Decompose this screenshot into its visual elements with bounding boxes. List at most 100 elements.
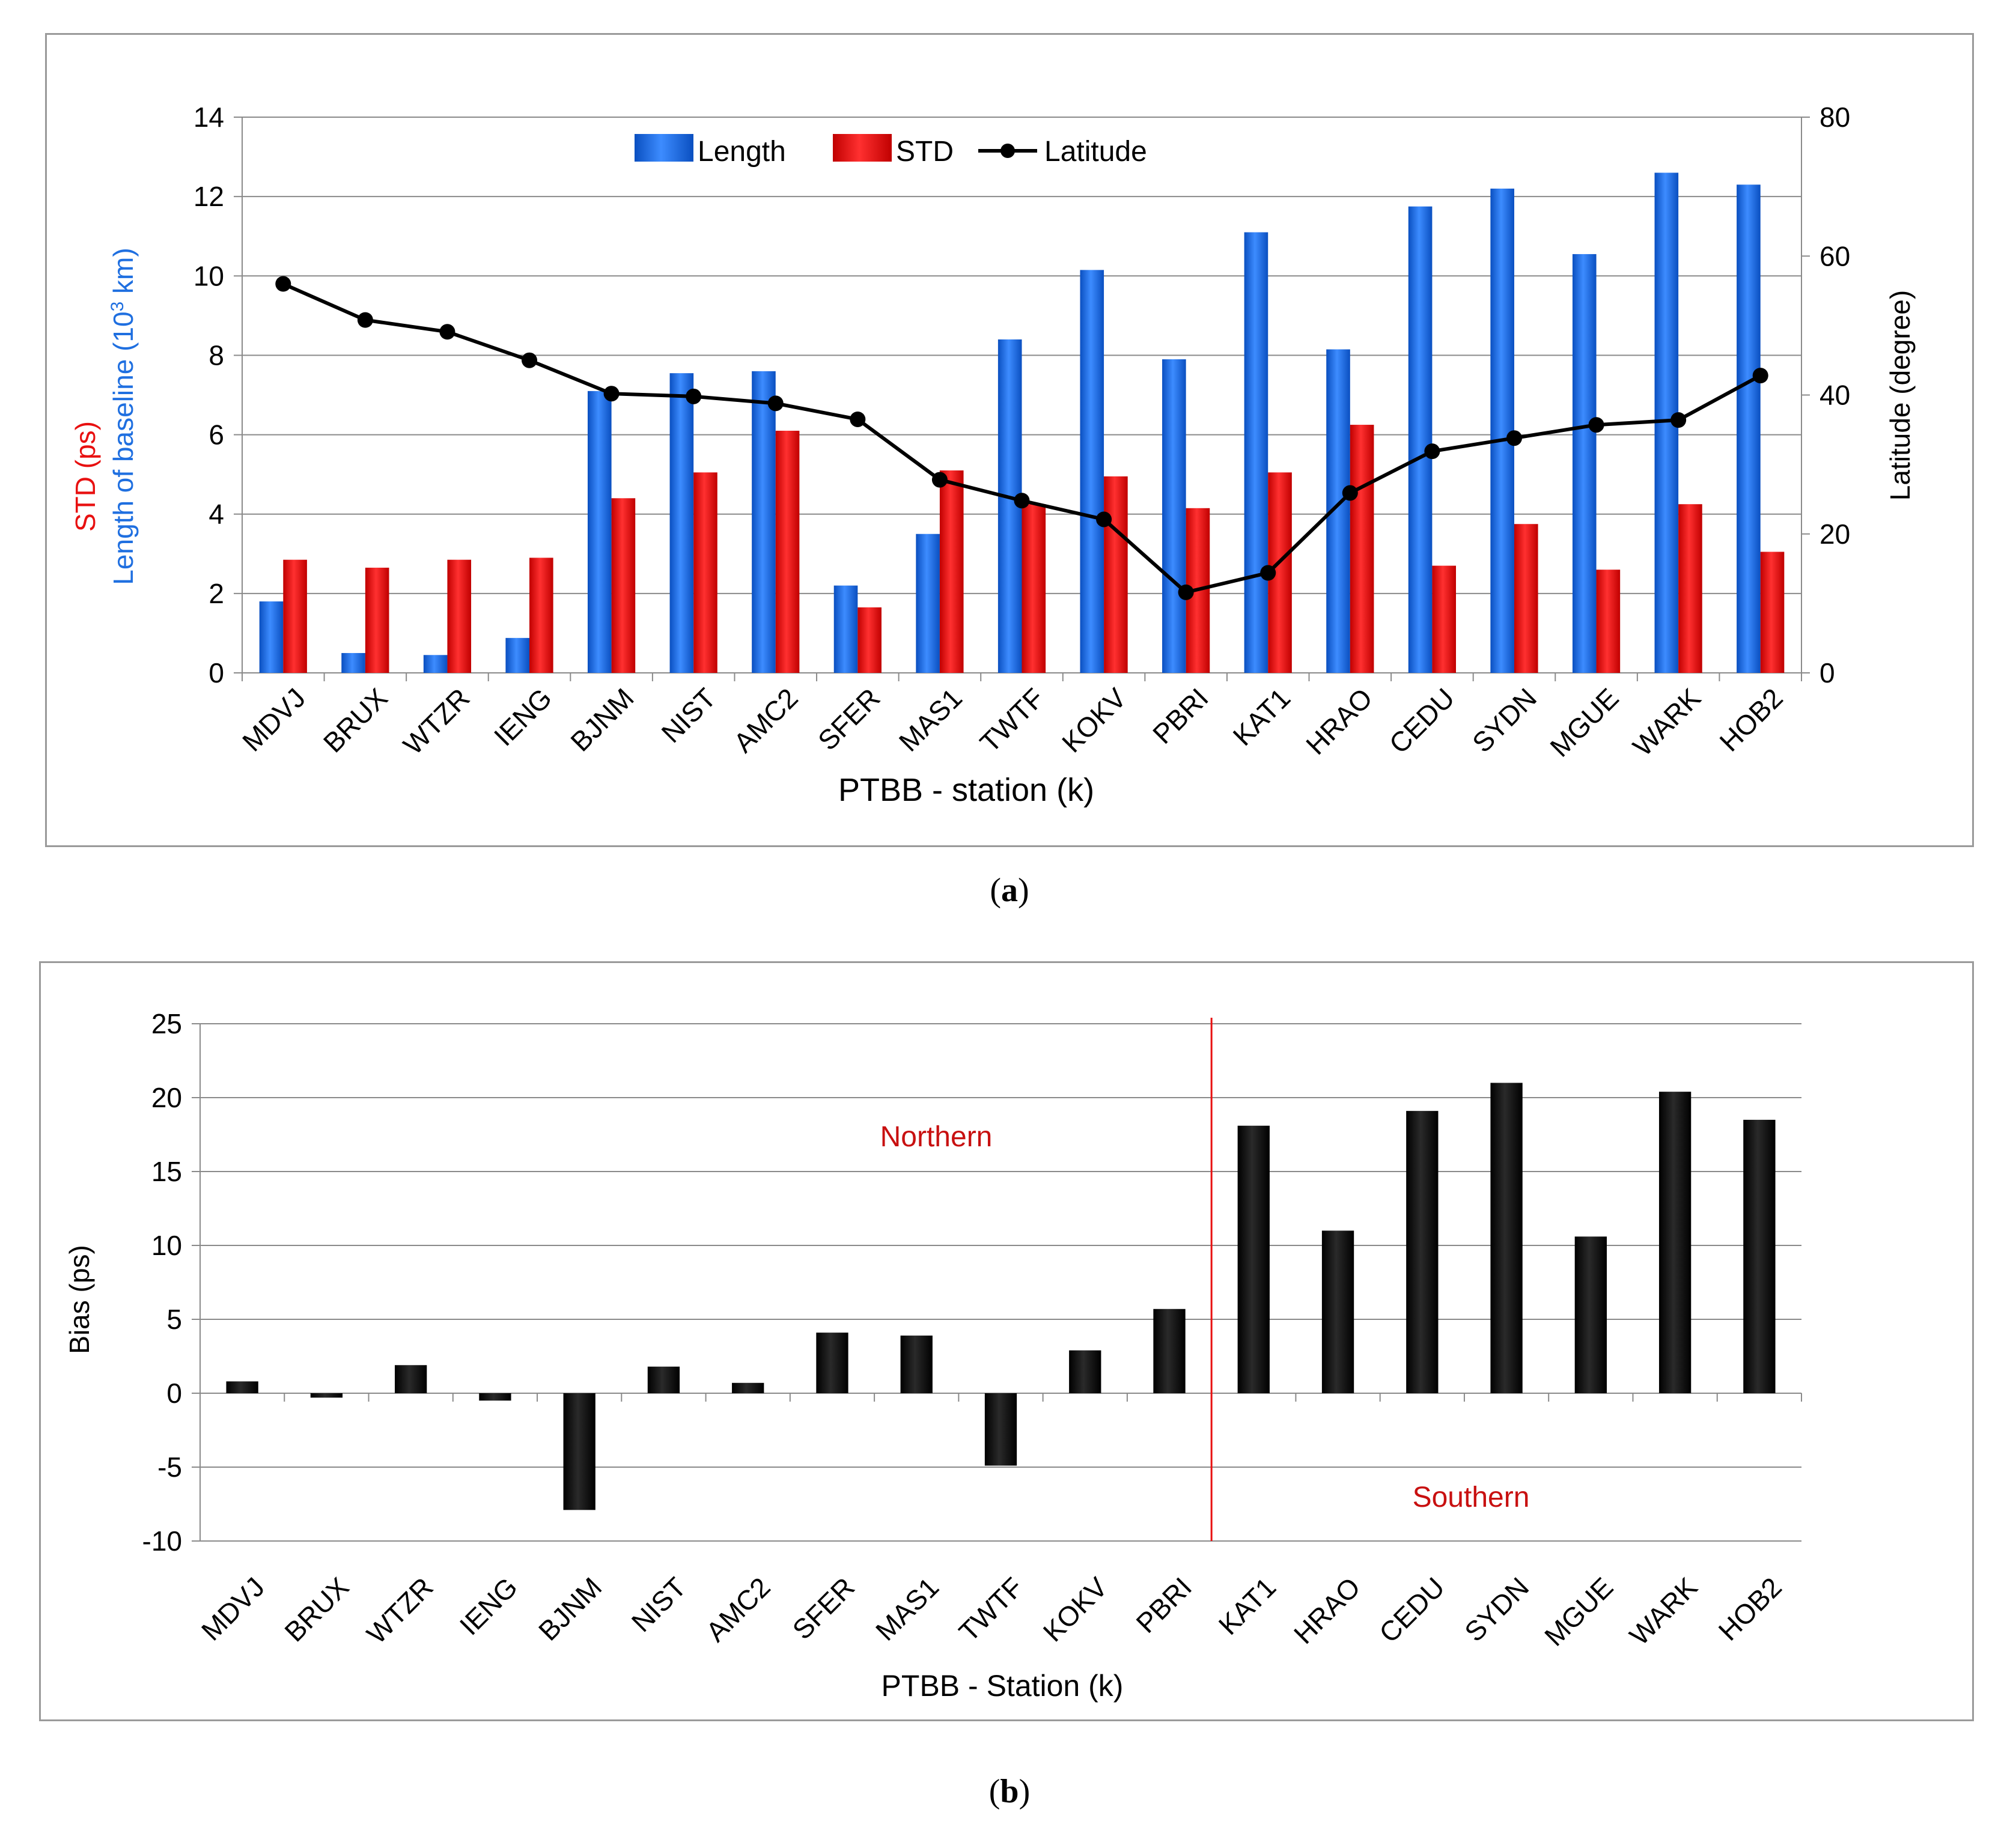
bar-std-ieng (529, 558, 553, 673)
x-tick-label: MGUE (1538, 1571, 1619, 1652)
x-tick-label: CEDU (1373, 1571, 1451, 1649)
latitude-point-wtzr (439, 324, 455, 340)
x-axis-title: PTBB - Station (k) (882, 1669, 1124, 1703)
x-tick-label: WTZR (397, 682, 476, 761)
legend-label-std: STD (896, 136, 954, 168)
legend-label-length: Length (698, 136, 786, 168)
y-tick-label: 6 (209, 419, 224, 451)
bar-std-hrao (1350, 425, 1374, 673)
latitude-point-bjnm (603, 386, 620, 402)
latitude-point-sydn (1506, 430, 1522, 446)
x-tick-label: HOB2 (1713, 1571, 1788, 1646)
bar-length-sydn (1490, 188, 1514, 673)
x-tick-label: HRAO (1300, 682, 1378, 761)
y-tick-label: -10 (142, 1525, 182, 1557)
x-tick-label: TWTF (952, 1571, 1029, 1647)
x-tick-label: KAT1 (1213, 1571, 1282, 1641)
chart-panel-a: 0 2 4 6 8 10 12 14 0 20 40 60 80 MDVJ BRUX WTZR IENG BJNM… (45, 33, 1974, 847)
y2-axis-title: Latitude (degree) (1884, 290, 1916, 500)
bar-bias-ieng (479, 1393, 511, 1401)
latitude-point-hob2 (1752, 368, 1768, 384)
bar-bias-nist (647, 1366, 680, 1393)
bar-bias-mgue (1574, 1236, 1607, 1393)
x-tick-label: WARK (1627, 682, 1707, 762)
y-tick-label: 10 (151, 1230, 182, 1261)
bar-std-mdvj (283, 559, 307, 673)
bar-length-wtzr (423, 655, 448, 673)
y2-tick-label: 40 (1820, 380, 1850, 411)
latitude-point-hrao (1342, 485, 1358, 501)
x-tick-label: MGUE (1544, 682, 1624, 762)
latitude-point-ieng (522, 352, 538, 368)
bar-std-sydn (1514, 524, 1538, 673)
latitude-point-twtf (1014, 493, 1030, 509)
x-tick-label: KAT1 (1227, 682, 1297, 752)
latitude-point-nist (686, 388, 702, 404)
y-tick-label: 14 (193, 102, 224, 133)
x-tick-label: KOKV (1056, 682, 1132, 758)
bar-length-brux (341, 652, 365, 673)
legend-swatch-length (635, 134, 693, 162)
latitude-point-mdvj (275, 276, 291, 292)
bar-bias-hrao (1321, 1230, 1354, 1393)
y-tick-label: 10 (193, 260, 224, 291)
x-tick-label: SFER (787, 1571, 861, 1646)
legend-label-latitude: Latitude (1044, 136, 1147, 168)
bar-length-cedu (1408, 206, 1433, 673)
x-tick-label: TWTF (973, 682, 1050, 758)
bar-length-hob2 (1737, 184, 1761, 673)
bar-std-brux (365, 567, 389, 673)
chart-panel-b: -10 -5 0 5 10 15 20 25 MDVJ BRUX WTZR IENG BJNM NIST A… (39, 961, 1974, 1721)
x-tick-label: BRUX (278, 1571, 355, 1647)
legend-swatch-std (833, 134, 892, 162)
y-axis-title: Bias (ps) (64, 1245, 95, 1354)
bar-std-kokv (1104, 476, 1128, 673)
latitude-point-sfer (850, 411, 866, 427)
bar-bias-mas1 (900, 1336, 933, 1393)
x-tick-label: MDVJ (236, 682, 311, 757)
bar-length-mgue (1572, 254, 1597, 673)
x-tick-label: BJNM (564, 682, 639, 757)
annotation-northern: Northern (880, 1121, 993, 1153)
y-axis-title-length: Length of baseline (103 km) (108, 248, 139, 585)
x-tick-label: NIST (655, 682, 722, 749)
latitude-point-mas1 (931, 472, 948, 488)
bar-bias-hob2 (1743, 1119, 1776, 1393)
y2-tick-label: 0 (1820, 657, 1835, 688)
x-tick-label: SYDN (1466, 682, 1542, 758)
bar-bias-bjnm (563, 1393, 595, 1510)
x-tick-label: PBRI (1130, 1571, 1198, 1639)
bar-length-mdvj (259, 601, 284, 673)
bar-bias-wark (1658, 1092, 1692, 1393)
y2-tick-label: 60 (1820, 240, 1850, 272)
y-tick-label: 12 (193, 181, 224, 212)
x-tick-label: PBRI (1147, 682, 1214, 750)
y-tick-label: 5 (166, 1304, 182, 1335)
x-tick-label: BRUX (317, 682, 394, 758)
bar-length-sfer (833, 585, 858, 673)
bar-bias-kokv (1069, 1350, 1101, 1393)
bar-std-amc2 (775, 430, 800, 673)
bar-length-mas1 (916, 533, 940, 673)
bar-std-bjnm (611, 498, 636, 673)
bar-length-kokv (1080, 270, 1104, 673)
x-tick-label: IENG (488, 682, 558, 752)
bar-bias-sfer (816, 1333, 848, 1393)
bar-std-hob2 (1760, 552, 1785, 673)
bar-length-ieng (505, 637, 530, 673)
x-tick-label: KOKV (1037, 1571, 1113, 1647)
x-tick-label: WTZR (361, 1571, 439, 1650)
y-tick-label: 2 (209, 578, 224, 609)
bar-std-twtf (1022, 504, 1046, 673)
x-tick-label: AMC2 (700, 1571, 776, 1647)
bar-std-mas1 (939, 470, 964, 673)
bar-length-amc2 (752, 371, 776, 673)
x-tick-label: NIST (626, 1571, 692, 1638)
latitude-point-kat1 (1260, 565, 1276, 581)
y-axis-title-std: STD (ps) (70, 421, 101, 532)
y-tick-label: 0 (166, 1378, 182, 1409)
bar-std-nist (693, 472, 717, 673)
x-tick-label: MAS1 (869, 1571, 945, 1646)
caption-a: (a) (990, 872, 1029, 909)
bar-bias-pbri (1153, 1309, 1186, 1393)
